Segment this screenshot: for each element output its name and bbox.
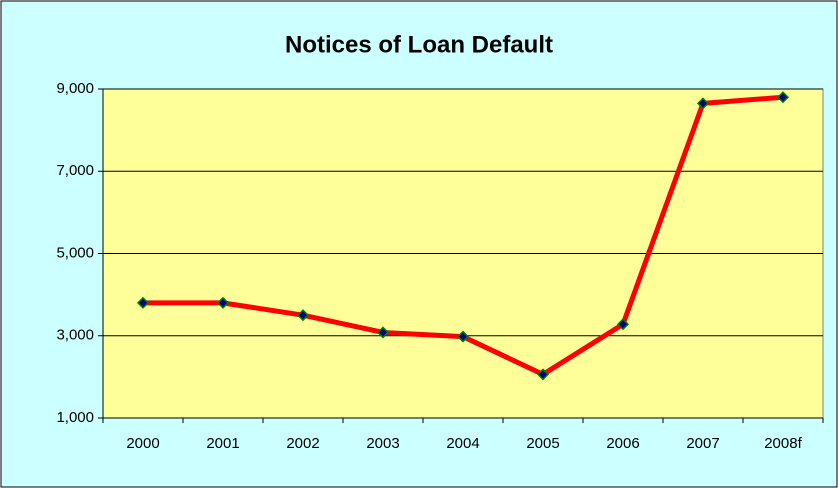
x-tick-label: 2006 <box>606 435 639 452</box>
y-tick-label: 9,000 <box>56 80 94 97</box>
x-tick-label: 2008f <box>764 435 802 452</box>
marker <box>696 97 710 110</box>
marker <box>376 326 390 339</box>
y-tick-label: 5,000 <box>56 244 94 261</box>
x-tick-label: 2005 <box>526 435 559 452</box>
marker <box>536 368 550 381</box>
marker <box>776 91 790 104</box>
x-tick-label: 2004 <box>446 435 479 452</box>
x-tick-label: 2001 <box>206 435 239 452</box>
marker <box>216 296 230 309</box>
chart-title: Notices of Loan Default <box>285 31 553 58</box>
x-tick-label: 2007 <box>686 435 719 452</box>
x-tick-label: 2003 <box>366 435 399 452</box>
marker <box>616 318 630 331</box>
y-tick-label: 1,000 <box>56 409 94 426</box>
y-tick-label: 3,000 <box>56 327 94 344</box>
y-tick-label: 7,000 <box>56 162 94 179</box>
marker <box>296 309 310 322</box>
x-tick-label: 2000 <box>126 435 159 452</box>
marker <box>136 296 150 309</box>
marker <box>456 330 470 343</box>
x-tick-label: 2002 <box>286 435 319 452</box>
